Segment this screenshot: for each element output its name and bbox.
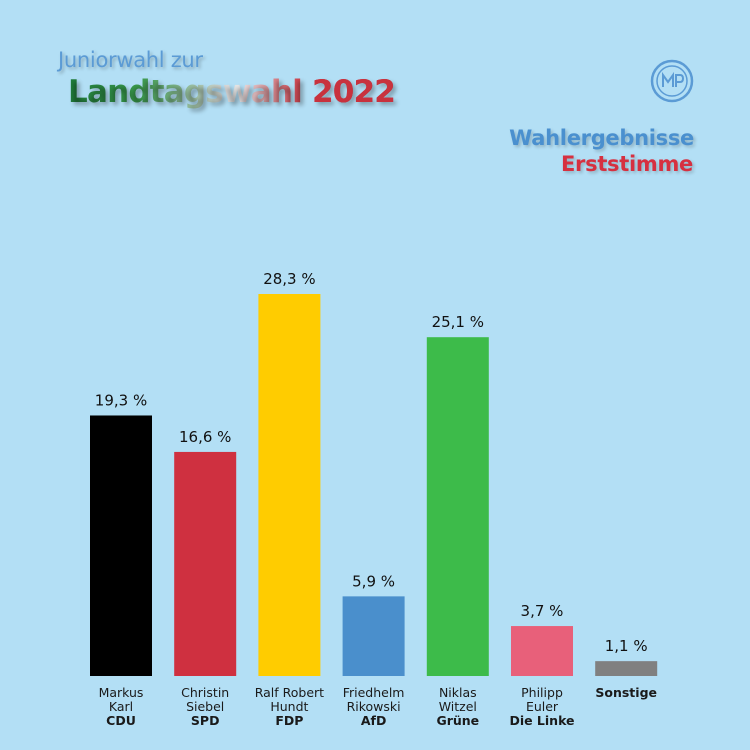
- candidate-last-name: Witzel: [438, 699, 477, 714]
- bar-cdu: [90, 415, 152, 676]
- bar-die-linke: [511, 626, 573, 676]
- category-label: Christin Siebel SPD: [155, 686, 255, 728]
- value-label: 19,3 %: [95, 391, 147, 409]
- candidate-first-name: Markus: [98, 685, 144, 700]
- category-label: Niklas Witzel Grüne: [408, 686, 508, 728]
- bar-grüne: [426, 337, 489, 676]
- category-label: Philipp Euler Die Linke: [492, 686, 592, 728]
- value-label: 5,9 %: [352, 572, 395, 590]
- bar-sonstige: [595, 661, 658, 676]
- candidate-first-name: Friedhelm: [342, 685, 405, 700]
- bar-fdp: [258, 294, 321, 676]
- candidate-first-name: Niklas: [438, 685, 477, 700]
- value-label: 28,3 %: [263, 270, 315, 288]
- candidate-last-name: Karl: [108, 699, 134, 714]
- title-line-1: Juniorwahl zur: [58, 48, 203, 72]
- party-name: Sonstige: [595, 685, 657, 700]
- value-label: 16,6 %: [179, 428, 231, 446]
- party-name: AfD: [360, 713, 387, 728]
- value-label: 1,1 %: [605, 637, 648, 655]
- value-label: 3,7 %: [521, 602, 564, 620]
- title-main: Landtagswahl: [68, 74, 303, 110]
- candidate-last-name: Hundt: [270, 699, 309, 714]
- party-name: CDU: [106, 713, 136, 728]
- category-label: Ralf Robert Hundt FDP: [239, 686, 339, 728]
- party-name: Die Linke: [509, 713, 575, 728]
- candidate-first-name: Ralf Robert: [254, 685, 325, 700]
- subtitle-results: Wahlergebnisse: [509, 126, 694, 150]
- title-year: 2022: [311, 74, 396, 110]
- party-name: FDP: [275, 713, 304, 728]
- bar-spd: [174, 451, 237, 676]
- value-label: 25,1 %: [432, 313, 484, 331]
- bar-afd: [342, 596, 405, 676]
- category-label: Sonstige: [576, 686, 676, 700]
- candidate-first-name: Christin: [181, 685, 230, 700]
- candidate-last-name: Rikowski: [346, 699, 401, 714]
- title-line-2: Landtagswahl 2022: [68, 74, 396, 110]
- candidate-first-name: Philipp: [521, 685, 563, 700]
- category-label: Friedhelm Rikowski AfD: [324, 686, 424, 728]
- candidate-last-name: Euler: [525, 699, 559, 714]
- party-name: Grüne: [436, 713, 480, 728]
- category-label: Markus Karl CDU: [71, 686, 171, 728]
- school-logo-icon: [650, 59, 694, 103]
- party-name: SPD: [190, 713, 220, 728]
- candidate-last-name: Siebel: [186, 699, 225, 714]
- subtitle-first-vote: Erststimme: [561, 152, 693, 176]
